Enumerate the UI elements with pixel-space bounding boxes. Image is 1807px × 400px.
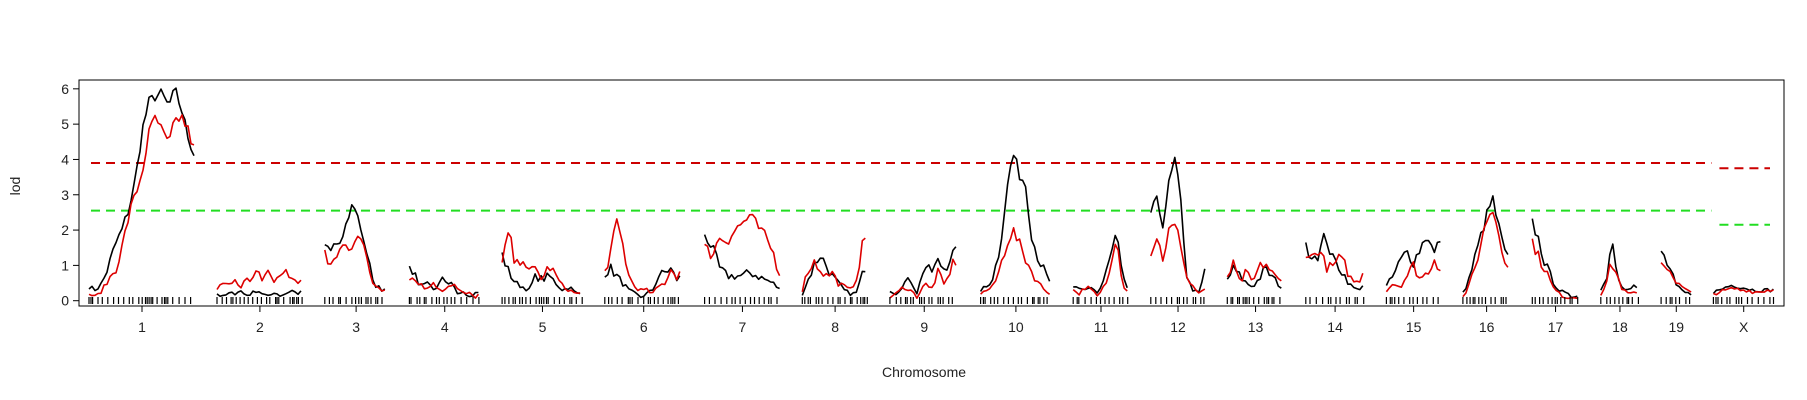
y-axis-label: lod: [7, 177, 23, 196]
lod-curve-chr1-series2: [88, 114, 195, 297]
lod-curve-chr5-series1: [501, 252, 581, 295]
x-tick-label-chr7: 7: [739, 319, 747, 335]
lod-curve-chr3-series1: [324, 204, 386, 292]
lod-curve-chrX-series1: [1712, 284, 1774, 295]
lod-curve-chr9-series2: [889, 258, 957, 299]
lod-curve-chr6-series1: [604, 263, 681, 299]
x-tick-label-chr5: 5: [539, 319, 547, 335]
lod-curve-chr16-series2: [1462, 211, 1509, 298]
lod-curve-chr17-series1: [1531, 218, 1578, 299]
lod-curve-chr12-series1: [1150, 156, 1206, 294]
x-tick-label-chr15: 15: [1406, 319, 1422, 335]
x-tick-label-chr14: 14: [1327, 319, 1343, 335]
lod-curve-chr2-series2: [216, 268, 302, 290]
x-tick-label-chr10: 10: [1008, 319, 1024, 335]
x-tick-label-chr4: 4: [441, 319, 449, 335]
lod-curve-chr1-series1: [88, 87, 195, 292]
lod-curve-chr7-series1: [703, 234, 780, 290]
y-tick-label: 0: [61, 293, 69, 309]
x-tick-label-chr17: 17: [1548, 319, 1564, 335]
lod-curve-chr8-series1: [801, 257, 866, 297]
lod-curve-chr14-series1: [1305, 232, 1364, 291]
y-tick-label: 2: [61, 222, 69, 238]
lod-curve-chr17-series2: [1531, 238, 1578, 300]
lod-curves: [88, 87, 1774, 300]
x-tick-label-chr2: 2: [256, 319, 264, 335]
y-tick-label: 6: [61, 81, 69, 97]
y-tick-label: 1: [61, 257, 69, 273]
x-tick-label-chr13: 13: [1248, 319, 1264, 335]
x-tick-label-chr19: 19: [1668, 319, 1684, 335]
plot-area: [78, 79, 1785, 307]
lod-curve-chrX-series2: [1713, 286, 1774, 296]
lod-curve-chr10-series2: [980, 227, 1051, 295]
y-tick-label: 3: [61, 187, 69, 203]
marker-rug: [88, 297, 1775, 304]
x-tick-label-chr8: 8: [831, 319, 839, 335]
x-tick-label-chr11: 11: [1094, 319, 1109, 335]
lod-curve-chr12-series2: [1150, 223, 1206, 294]
x-axis-label: Chromosome: [882, 364, 966, 380]
x-tick-label-chr9: 9: [920, 319, 928, 335]
y-tick-label: 4: [61, 151, 69, 167]
x-tick-label-chr18: 18: [1612, 319, 1628, 335]
lod-curve-chr19-series2: [1660, 262, 1692, 293]
x-tick-label-chr1: 1: [138, 319, 146, 335]
x-tick-label-chr3: 3: [352, 319, 360, 335]
lod-curve-chr4-series1: [408, 265, 479, 298]
lod-curve-chr14-series2: [1305, 251, 1364, 283]
lod-curve-chr8-series2: [801, 237, 866, 293]
x-tick-label-chr6: 6: [640, 319, 648, 335]
lod-curve-chr4-series2: [408, 277, 480, 299]
lod-curve-chr11-series2: [1072, 243, 1128, 297]
lod-curve-chr5-series2: [501, 232, 581, 294]
lod-curve-chr3-series2: [324, 235, 386, 292]
lod-curve-chr2-series1: [216, 289, 302, 298]
lod-curve-chr6-series2: [604, 218, 681, 294]
lod-curve-chr13-series2: [1226, 259, 1282, 282]
lod-curve-chr19-series1: [1660, 250, 1692, 296]
x-tick-label-chr12: 12: [1170, 319, 1186, 335]
lod-curve-chr18-series2: [1600, 263, 1638, 296]
lod-curve-chr16-series1: [1462, 195, 1509, 293]
lod-curve-chr15-series1: [1385, 239, 1441, 286]
plot-frame: [78, 79, 1785, 307]
x-tick-label-chr16: 16: [1479, 319, 1495, 335]
x-tick-label-chrX: X: [1739, 319, 1749, 335]
lod-curve-chr7-series2: [704, 213, 781, 277]
lod-curve-chr10-series1: [979, 154, 1051, 292]
threshold-lines: [91, 161, 1770, 226]
lod-curve-chr15-series2: [1385, 259, 1441, 293]
y-tick-label: 5: [61, 116, 69, 132]
